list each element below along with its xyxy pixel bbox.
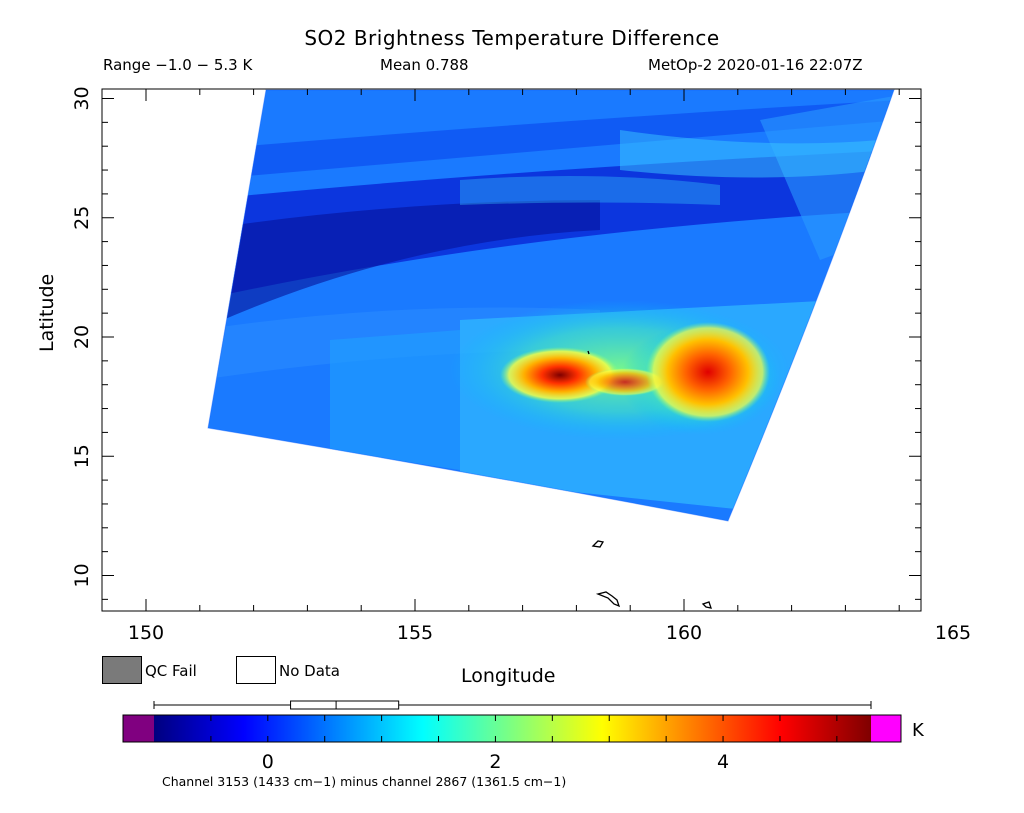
colorbar — [122, 714, 902, 743]
colorbar-tick-label: 2 — [489, 751, 501, 773]
x-tick-label: 150 — [128, 622, 164, 644]
mean-text: Mean 0.788 — [380, 56, 469, 74]
colorbar-tick-label: 4 — [717, 751, 729, 773]
y-axis: 10 15 20 25 30 — [71, 86, 921, 600]
x-axis: 150155160165170175 — [128, 89, 971, 644]
colorbar-unit: K — [912, 720, 924, 741]
map-frame — [101, 88, 922, 612]
qc-fail-label: QC Fail — [145, 662, 197, 680]
x-tick-label: 155 — [397, 622, 433, 644]
colorbar-over-swatch — [871, 715, 901, 742]
plot-title: SO2 Brightness Temperature Difference — [304, 26, 720, 50]
no-data-label: No Data — [279, 662, 340, 680]
x-tick-label: 165 — [935, 622, 971, 644]
coastlines — [587, 350, 712, 609]
x-tick-label: 160 — [666, 622, 702, 644]
colorbar-ticks: 0 2 4 — [210, 715, 838, 773]
colorbar-under-swatch — [123, 715, 154, 742]
colorbar-gradient — [154, 715, 871, 742]
value-boxplot — [153, 700, 872, 710]
no-data-swatch — [236, 656, 276, 684]
x-axis-label: Longitude — [461, 665, 556, 687]
range-text: Range −1.0 − 5.3 K — [103, 56, 253, 74]
y-tick-label: 15 — [71, 444, 93, 468]
colorbar-tick-label: 0 — [262, 751, 274, 773]
so2-swath-data — [208, 90, 894, 521]
satellite-time-text: MetOp-2 2020-01-16 22:07Z — [648, 56, 863, 74]
qc-fail-swatch — [102, 656, 142, 684]
y-tick-label: 25 — [71, 206, 93, 230]
y-tick-label: 10 — [71, 563, 93, 587]
y-tick-label: 30 — [71, 86, 93, 110]
y-axis-label: Latitude — [36, 273, 58, 352]
y-tick-label: 20 — [71, 325, 93, 349]
colorbar-caption: Channel 3153 (1433 cm−1) minus channel 2… — [162, 774, 567, 789]
